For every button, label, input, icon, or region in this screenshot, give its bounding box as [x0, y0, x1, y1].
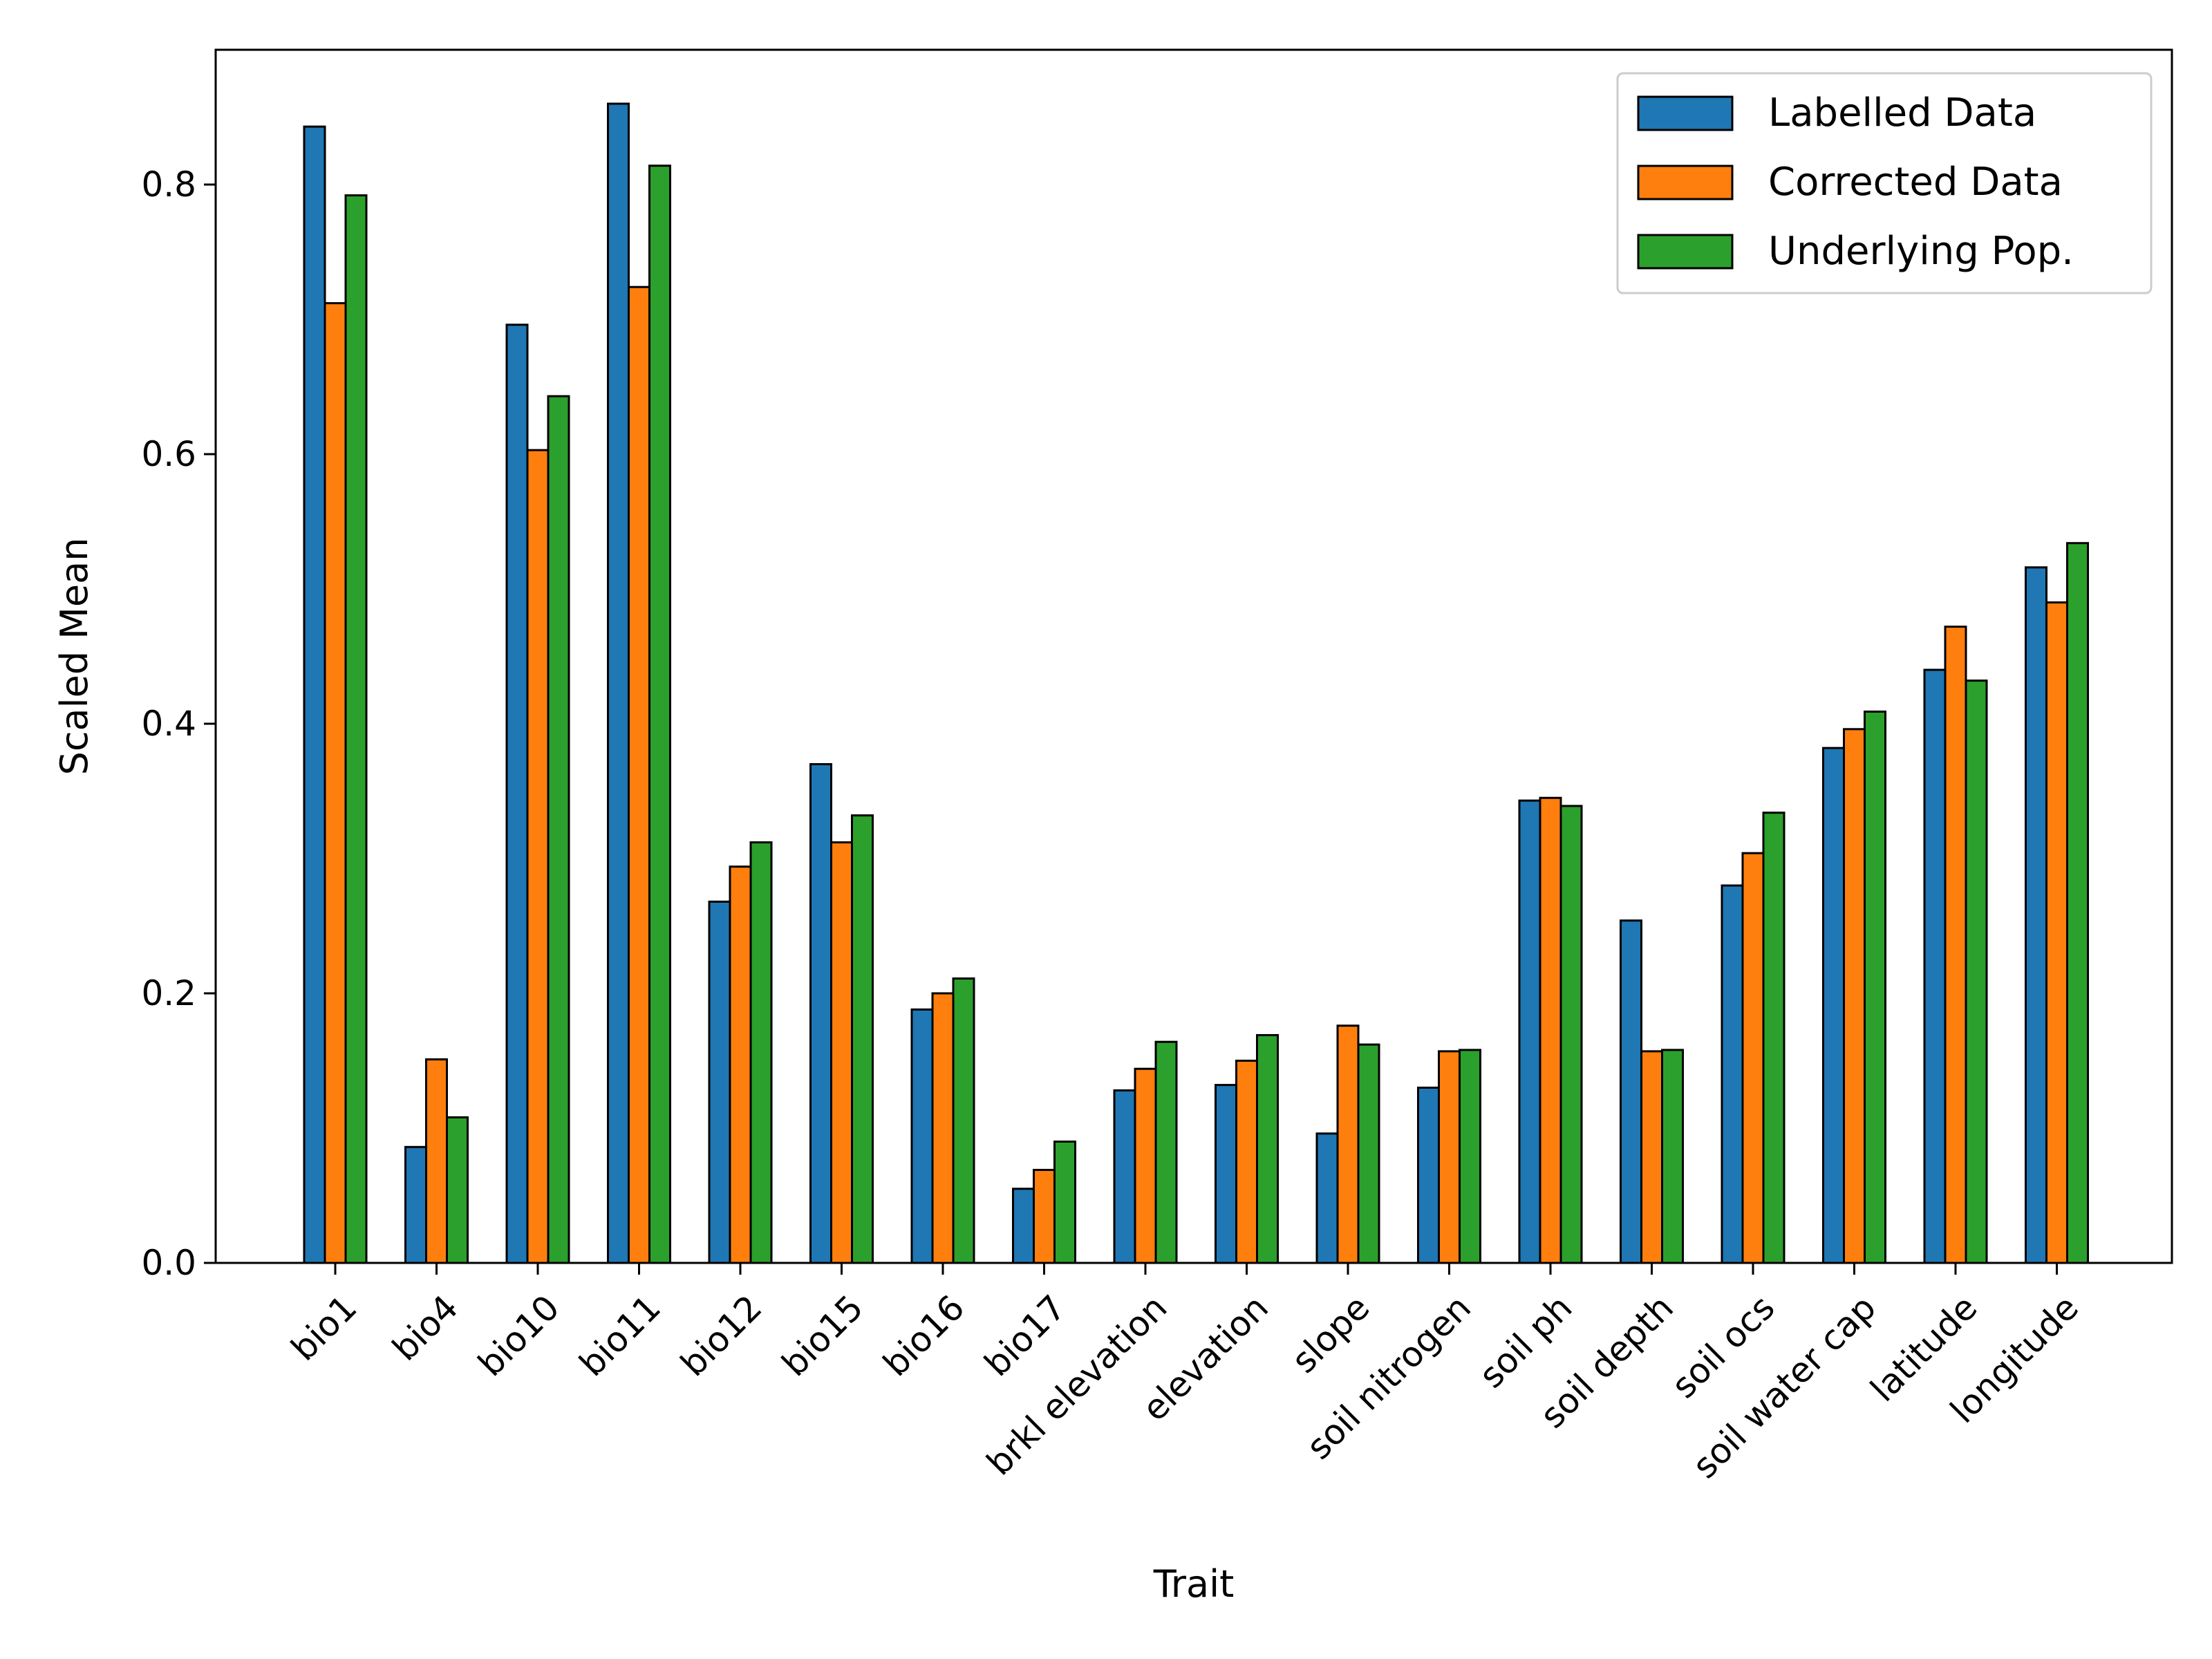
- legend: Labelled Data Corrected Data Underlying Po…: [1616, 72, 2153, 294]
- legend-label-3: Underlying Pop.: [1768, 229, 2074, 274]
- bar-2-14: [1640, 1050, 1663, 1264]
- bar-1-9: [1113, 1089, 1136, 1264]
- bar-2-3: [526, 449, 550, 1264]
- bar-3-3: [547, 395, 570, 1264]
- legend-swatch-3: [1637, 234, 1734, 270]
- bar-1-1: [303, 125, 326, 1264]
- y-tick-label: 0.2: [141, 973, 196, 1013]
- bar-3-4: [648, 165, 671, 1264]
- bar-2-10: [1235, 1060, 1258, 1264]
- bar-1-18: [2025, 566, 2047, 1264]
- y-tick-label: 0.0: [141, 1243, 196, 1283]
- bar-1-13: [1518, 799, 1541, 1264]
- bars-group: [303, 102, 2089, 1264]
- bar-1-3: [505, 324, 529, 1264]
- bar-1-10: [1215, 1084, 1237, 1264]
- y-tick-label: 0.8: [141, 165, 196, 205]
- bar-2-6: [830, 841, 853, 1264]
- bar-3-13: [1559, 805, 1583, 1264]
- legend-frame: [1616, 72, 2153, 294]
- bar-1-7: [910, 1008, 934, 1264]
- y-tick-label: 0.4: [141, 704, 196, 744]
- bar-2-9: [1134, 1067, 1157, 1264]
- bar-1-8: [1012, 1188, 1035, 1264]
- bar-2-13: [1539, 796, 1562, 1264]
- bar-3-16: [1864, 710, 1886, 1264]
- bar-1-2: [404, 1145, 427, 1264]
- bar-1-15: [1721, 884, 1744, 1264]
- bar-3-17: [1965, 679, 1988, 1264]
- bar-1-4: [607, 102, 630, 1264]
- x-axis-label: Trait: [1153, 1562, 1235, 1606]
- y-tick-label: 0.6: [141, 434, 196, 474]
- bar-3-5: [749, 841, 773, 1264]
- bar-1-17: [1923, 668, 1947, 1264]
- bar-2-18: [2045, 601, 2068, 1264]
- bar-3-14: [1661, 1049, 1684, 1264]
- bar-3-10: [1256, 1033, 1279, 1264]
- bar-1-5: [708, 900, 731, 1264]
- bar-1-6: [809, 763, 832, 1264]
- legend-label-1: Labelled Data: [1768, 91, 2036, 135]
- bar-1-14: [1620, 919, 1642, 1264]
- bar-2-16: [1843, 728, 1866, 1264]
- bar-1-16: [1822, 747, 1845, 1264]
- bar-3-12: [1459, 1049, 1481, 1264]
- bar-3-15: [1762, 812, 1785, 1264]
- bar-2-8: [1033, 1168, 1056, 1264]
- bar-3-11: [1357, 1043, 1380, 1264]
- bar-2-2: [425, 1058, 448, 1264]
- y-axis-label: Scaled Mean: [53, 538, 96, 776]
- bar-1-12: [1417, 1087, 1440, 1264]
- legend-swatch-2: [1637, 165, 1734, 200]
- bar-3-8: [1053, 1141, 1076, 1264]
- bar-2-4: [628, 285, 650, 1264]
- bar-2-17: [1944, 626, 1967, 1264]
- bar-3-1: [344, 194, 368, 1264]
- bar-3-9: [1154, 1040, 1178, 1264]
- bar-2-1: [324, 302, 347, 1264]
- plot-area-frame: [214, 48, 2173, 1264]
- bar-1-11: [1315, 1132, 1339, 1264]
- bar-2-15: [1741, 852, 1765, 1264]
- bar-2-12: [1438, 1050, 1461, 1264]
- bar-2-11: [1336, 1024, 1360, 1264]
- bar-3-18: [2066, 542, 2089, 1264]
- bar-3-2: [446, 1116, 469, 1264]
- bar-3-7: [952, 977, 975, 1264]
- bar-2-7: [931, 992, 955, 1264]
- bar-2-5: [729, 865, 752, 1264]
- legend-swatch-1: [1637, 95, 1734, 131]
- y-axis-ticks: 0.0 0.2 0.4 0.6 0.8: [141, 165, 216, 1283]
- legend-label-2: Corrected Data: [1768, 160, 2063, 205]
- bar-3-6: [851, 814, 874, 1264]
